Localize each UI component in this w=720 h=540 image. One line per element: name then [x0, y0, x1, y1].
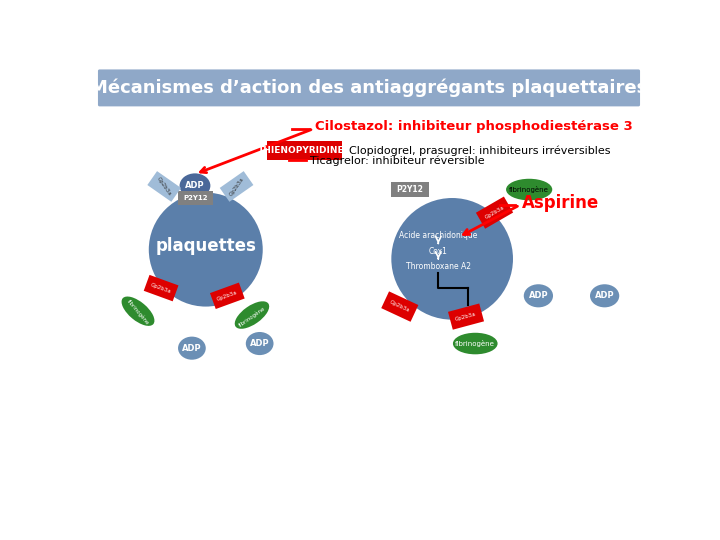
Text: Gp2b3a: Gp2b3a [150, 282, 172, 294]
Text: P2Y12: P2Y12 [184, 195, 208, 201]
Text: Cox1: Cox1 [429, 247, 448, 255]
Text: fibrinogène: fibrinogène [126, 299, 150, 327]
Ellipse shape [506, 179, 552, 200]
Text: Clopidogrel, prasugrel: inhibiteurs irréversibles: Clopidogrel, prasugrel: inhibiteurs irré… [349, 145, 611, 156]
Ellipse shape [392, 198, 513, 320]
Text: fibrinogène: fibrinogène [238, 305, 266, 328]
Text: plaquettes: plaquettes [156, 237, 256, 255]
FancyBboxPatch shape [98, 70, 640, 106]
Ellipse shape [453, 333, 498, 354]
Polygon shape [144, 275, 179, 301]
Text: Gp2b3a: Gp2b3a [156, 176, 173, 197]
Text: Ticagrelor: inhibiteur réversible: Ticagrelor: inhibiteur réversible [310, 155, 485, 166]
Text: ADP: ADP [528, 291, 548, 300]
Text: Gp2b3a: Gp2b3a [455, 312, 477, 322]
FancyBboxPatch shape [266, 141, 342, 159]
Text: ADP: ADP [185, 181, 204, 190]
Text: Mécanismes d’action des antiaggrégants plaquettaires: Mécanismes d’action des antiaggrégants p… [91, 79, 647, 97]
Text: ADP: ADP [182, 343, 202, 353]
Ellipse shape [246, 332, 274, 355]
Text: Thromboxane A2: Thromboxane A2 [406, 262, 471, 271]
Text: Aspirine: Aspirine [521, 194, 599, 212]
Ellipse shape [149, 193, 263, 307]
Text: ADP: ADP [250, 339, 269, 348]
Text: fibrinogène: fibrinogène [509, 186, 549, 193]
Text: Gp2b3a: Gp2b3a [216, 290, 238, 302]
Polygon shape [448, 303, 484, 330]
Polygon shape [148, 171, 181, 202]
Text: ADP: ADP [595, 291, 614, 300]
Ellipse shape [235, 301, 269, 329]
Polygon shape [476, 197, 513, 229]
Bar [390, 182, 429, 197]
Text: Acide arachidonique: Acide arachidonique [399, 231, 477, 240]
Ellipse shape [122, 296, 155, 326]
Text: Cilostazol: inhibiteur phosphodiestérase 3: Cilostazol: inhibiteur phosphodiestérase… [315, 120, 633, 133]
Ellipse shape [178, 336, 206, 360]
Ellipse shape [179, 173, 210, 198]
Text: Gp2b3a: Gp2b3a [484, 205, 505, 220]
Ellipse shape [523, 284, 553, 307]
Text: fibrinogène: fibrinogène [455, 340, 495, 347]
Text: THIENOPYRIDINES: THIENOPYRIDINES [258, 146, 351, 155]
Polygon shape [210, 282, 245, 309]
Polygon shape [382, 292, 418, 322]
Text: Gp2b3a: Gp2b3a [228, 176, 245, 197]
Ellipse shape [590, 284, 619, 307]
Bar [178, 191, 213, 205]
Text: Gp2b3a: Gp2b3a [389, 300, 410, 313]
Polygon shape [220, 171, 253, 202]
Text: P2Y12: P2Y12 [397, 185, 423, 194]
